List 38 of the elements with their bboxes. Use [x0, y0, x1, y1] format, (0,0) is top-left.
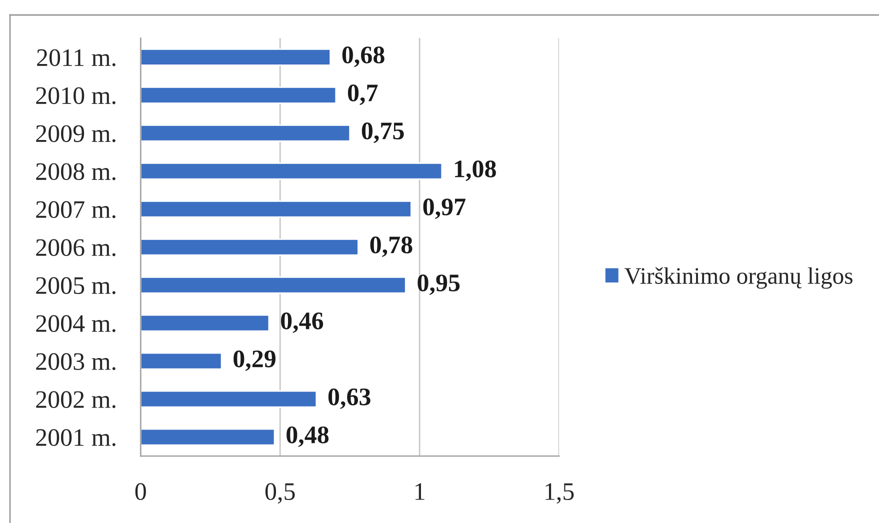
y-tick-label: 2011 m. — [37, 49, 116, 66]
x-tick-label: 0 — [135, 483, 146, 500]
data-label: 1,08 — [455, 160, 496, 182]
bar — [140, 352, 222, 370]
data-label: 0,97 — [423, 198, 466, 220]
data-label: 0,78 — [370, 236, 412, 257]
y-tick-label: 2006 m. — [36, 239, 116, 256]
bar — [140, 238, 359, 256]
x-tick-label: 1,5 — [546, 483, 574, 504]
bar — [140, 390, 318, 408]
y-tick-label: 2005 m. — [36, 277, 116, 294]
data-label: 0,46 — [281, 312, 324, 333]
data-label: 0,95 — [418, 274, 460, 295]
bar — [140, 200, 412, 218]
x-tick-label: 1 — [416, 483, 424, 500]
y-tick-label: 2003 m. — [36, 353, 116, 370]
data-label: 0,48 — [286, 426, 329, 447]
y-tick-label: 2004 m. — [36, 315, 116, 332]
bar — [140, 276, 406, 294]
y-tick-label: 2002 m. — [36, 391, 116, 408]
y-tick-label: 2001 m. — [36, 429, 116, 446]
bar — [140, 428, 276, 446]
bar — [140, 48, 332, 66]
y-tick-label: 2008 m. — [36, 163, 116, 180]
data-label: 0,63 — [328, 388, 370, 409]
data-label: 0,68 — [342, 46, 384, 68]
bar — [140, 314, 270, 332]
data-label: 0,7 — [348, 84, 378, 106]
y-tick-label: 2010 m. — [36, 87, 116, 104]
bar — [140, 86, 337, 104]
legend-label: Virškinimo organų ligos — [624, 267, 852, 289]
y-tick-label: 2009 m. — [36, 125, 116, 142]
data-label: 0,75 — [362, 122, 404, 144]
y-tick-label: 2007 m. — [36, 201, 116, 218]
bar — [140, 162, 443, 180]
data-label: 0,29 — [234, 350, 276, 371]
x-tick-label: 0,5 — [265, 483, 295, 504]
bar — [140, 124, 351, 142]
